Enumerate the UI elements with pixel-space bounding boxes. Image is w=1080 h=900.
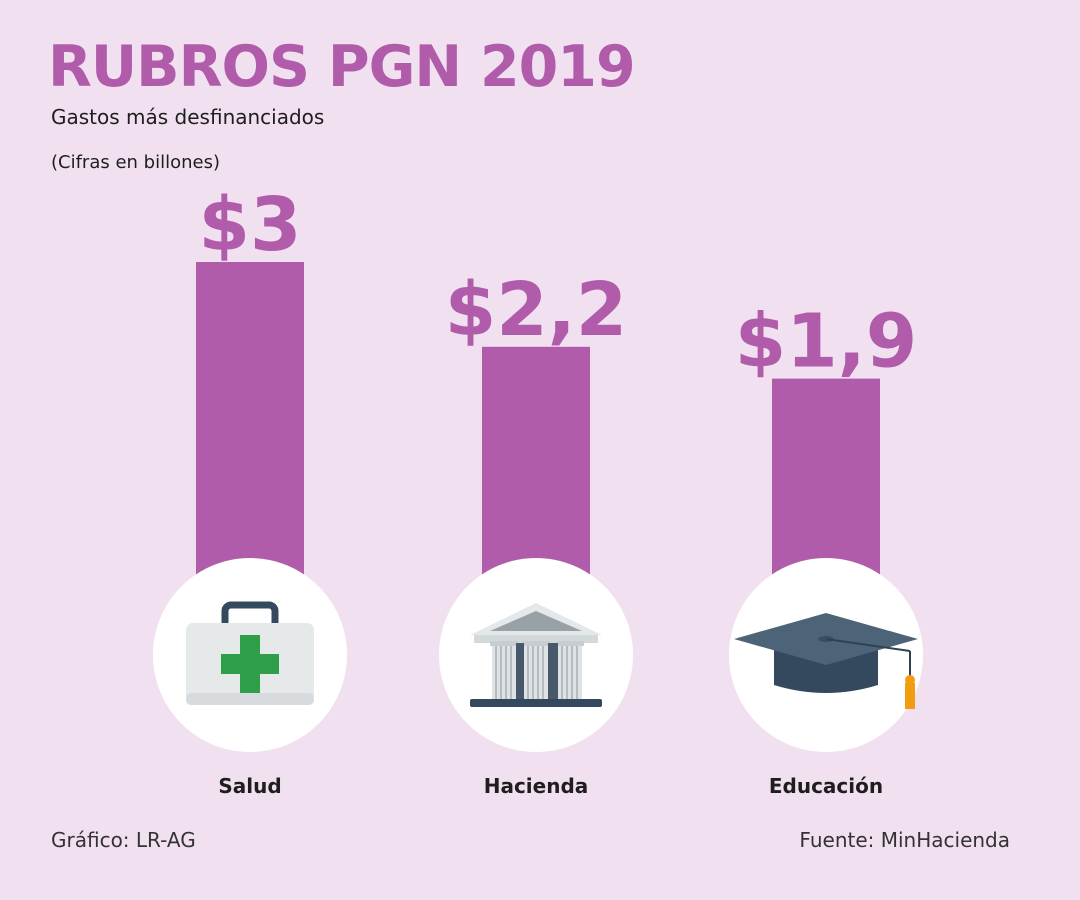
category-label-educacion: Educación (769, 774, 883, 798)
bar-hacienda (482, 346, 590, 580)
bank-building-icon (470, 603, 602, 707)
bar-salud (196, 262, 304, 580)
chart-subtitle: Gastos más desfinanciados (51, 105, 325, 129)
graduation-cap-icon (734, 613, 918, 709)
category-label-salud: Salud (218, 774, 281, 798)
chart-credit: Gráfico: LR-AG (51, 828, 196, 852)
value-label-salud: $3 (199, 182, 302, 268)
bar-educacion (772, 378, 880, 580)
chart-title: RUBROS PGN 2019 (48, 34, 636, 100)
category-label-hacienda: Hacienda (484, 774, 589, 798)
value-label-hacienda: $2,2 (445, 267, 628, 353)
value-label-educacion: $1,9 (735, 299, 918, 385)
unit-note: (Cifras en billones) (51, 152, 220, 173)
chart-source: Fuente: MinHacienda (799, 828, 1010, 852)
first-aid-kit-icon (186, 601, 314, 705)
